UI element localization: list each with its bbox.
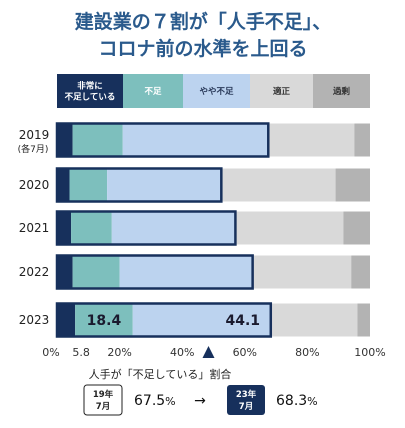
bar-2020-seg-3 — [221, 168, 336, 202]
chart-title-line-1: 建設業の７割が「人手不足」、 — [75, 10, 332, 33]
bar-2022-seg-0 — [57, 255, 73, 289]
shortage-note: 人手が「不足している」割合 19年 7月 67.5% → 23年 7月 68.3% — [83, 367, 318, 416]
bar-2020-seg-1 — [69, 168, 108, 202]
legend-label-2: やや不足 — [199, 86, 234, 97]
bar-2021-seg-0 — [57, 211, 72, 245]
bar-2021-seg-2 — [111, 211, 236, 245]
badge-2023-text: 23年 — [236, 389, 257, 400]
value-2023: 68.3% — [276, 393, 318, 409]
value-2019: 67.5% — [134, 393, 176, 409]
badge-2019-text: 7月 — [96, 402, 110, 412]
x-tick-40: 40% — [170, 346, 194, 359]
bar-2019-seg-1 — [72, 123, 123, 157]
bar-2019-seg-2 — [122, 123, 269, 157]
bar-2023-seg-0 — [57, 303, 76, 337]
legend-swatch-1 — [123, 74, 183, 108]
bar-2021-seg-4 — [343, 211, 370, 245]
legend-label-0: 不足している — [65, 93, 116, 103]
legend-label-1: 不足 — [144, 87, 162, 97]
bar-2023-seg-3 — [270, 303, 358, 337]
year-label-2021: 2021 — [19, 221, 50, 235]
shortage-outline-2023 — [55, 302, 273, 338]
bar-2020-seg-2 — [107, 168, 222, 202]
x-tick-100: 100% — [354, 346, 385, 359]
data-label-2023-somewhat-short: 44.1 — [226, 313, 261, 329]
x-tick-0: 0% — [42, 346, 59, 359]
bar-2019-seg-0 — [57, 123, 73, 157]
year-label-2020: 2020 — [19, 178, 50, 192]
marker-triangle — [202, 346, 215, 358]
legend-label-0: 非常に — [77, 81, 103, 92]
x-axis: 0% 20% 40% 60% 80% 100% 5.8 — [42, 346, 386, 359]
shortage-outline-2019 — [55, 122, 270, 158]
badge-2023 — [227, 385, 265, 415]
year-sublabel-2019: (各7月) — [18, 143, 49, 155]
bar-area: 2019(各7月) 2020 2021 2022 2023 18.4 44.1 — [18, 122, 370, 338]
note-label: 人手が「不足している」割合 — [89, 367, 232, 381]
legend-label-4: 過剰 — [332, 86, 350, 97]
badge-2023-text: 7月 — [239, 402, 253, 412]
x-tick-80: 80% — [295, 346, 319, 359]
legend-swatch-4 — [313, 74, 370, 108]
year-label-2023: 2023 — [19, 313, 50, 327]
legend-label-3: 適正 — [273, 86, 291, 97]
shortage-outline-2021 — [55, 210, 237, 246]
year-label-2019: 2019 — [19, 128, 50, 142]
bar-2021-seg-1 — [71, 211, 112, 245]
arrow-icon: → — [194, 393, 206, 409]
bar-2023-seg-2 — [132, 303, 271, 337]
bar-2022-seg-2 — [119, 255, 253, 289]
bar-2020-seg-0 — [57, 168, 70, 202]
shortage-outline-2020 — [55, 167, 223, 203]
bar-2020-seg-4 — [335, 168, 370, 202]
legend-swatch-0 — [57, 74, 123, 108]
legend-swatch-2 — [183, 74, 250, 108]
data-label-2023-very-short: 5.8 — [72, 346, 90, 359]
data-label-2023-shortage: 18.4 — [87, 313, 122, 329]
chart-title-line-2: コロナ前の水準を上回る — [98, 37, 307, 60]
bar-2023-seg-4 — [357, 303, 370, 337]
bar-2022-seg-4 — [351, 255, 370, 289]
badge-2019 — [83, 384, 123, 416]
badge-2019-text: 19年 — [93, 389, 114, 400]
bar-2019-seg-4 — [354, 123, 370, 157]
x-tick-20: 20% — [107, 346, 131, 359]
bar-2019-seg-3 — [268, 123, 355, 157]
year-label-2022: 2022 — [19, 265, 50, 279]
shortage-outline-2022 — [55, 254, 254, 290]
bar-2021-seg-3 — [235, 211, 344, 245]
bar-2022-seg-3 — [252, 255, 352, 289]
x-tick-60: 60% — [233, 346, 257, 359]
bar-2023-seg-1 — [75, 303, 133, 337]
bar-2022-seg-1 — [72, 255, 120, 289]
legend-swatch-3 — [250, 74, 313, 108]
